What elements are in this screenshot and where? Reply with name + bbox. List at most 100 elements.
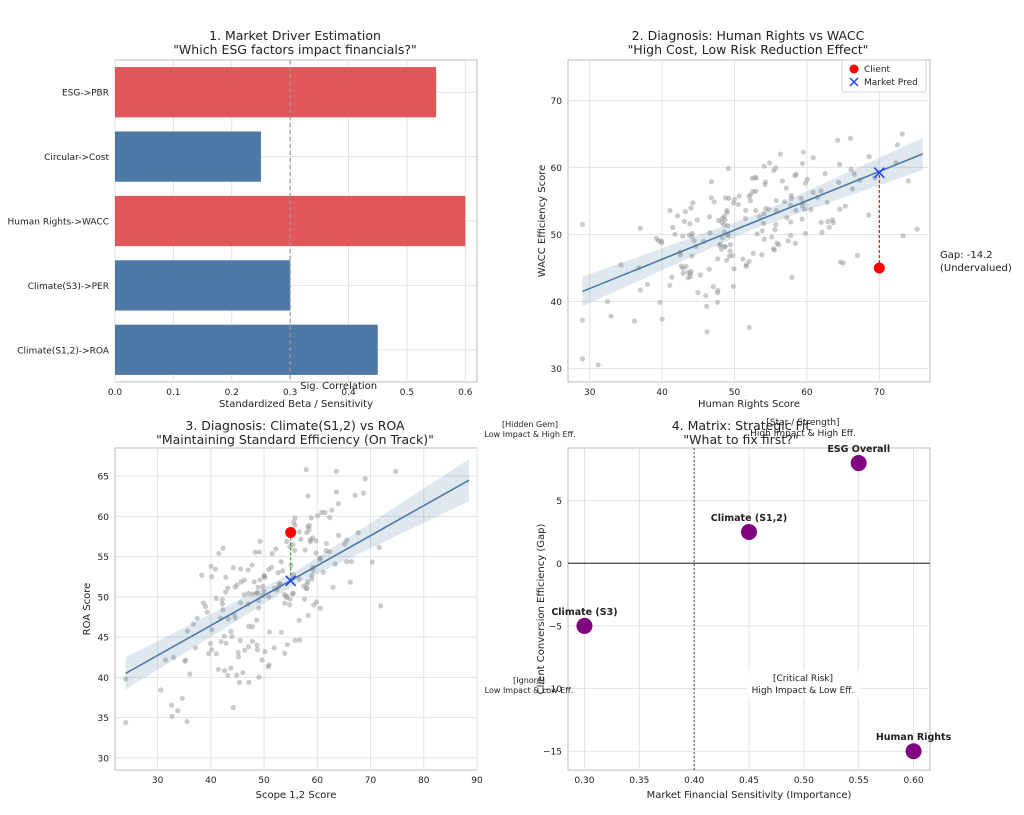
scatter-point	[735, 201, 741, 208]
scatter-point	[724, 209, 730, 216]
scatter-point	[278, 559, 284, 565]
panel4-subtitle: "What to fix first?"	[683, 432, 798, 447]
y-tick-label: 40	[551, 298, 563, 308]
scatter-point	[770, 246, 777, 252]
scatter-point	[667, 208, 673, 214]
scatter-point	[771, 247, 777, 253]
matrix-point-label: Climate (S1,2)	[711, 513, 787, 524]
scatter-point	[579, 221, 586, 227]
panel1-xlabel: Standardized Beta / Sensitivity	[219, 399, 373, 410]
scatter-point	[704, 303, 710, 309]
panel1-reference: Sig. Correlation	[289, 60, 377, 392]
scatter-point	[722, 217, 728, 223]
legend-client-marker	[849, 64, 859, 74]
scatter-point	[819, 229, 825, 235]
scatter-point	[246, 623, 252, 629]
scatter-point	[672, 231, 678, 238]
scatter-point	[228, 628, 234, 635]
y-tick-label: 5	[556, 497, 562, 507]
scatter-point	[204, 609, 210, 615]
scatter-point	[257, 577, 263, 583]
scatter-point	[695, 289, 701, 296]
legend-market-pred-marker	[849, 77, 859, 87]
scatter-point	[313, 599, 320, 605]
scatter-point	[800, 149, 806, 155]
scatter-point	[194, 615, 200, 622]
panel1-x-ticks: 0.0 0.1 0.2 0.3 0.4 0.5 0.6	[108, 388, 473, 398]
scatter-point	[290, 542, 296, 548]
scatter-point	[378, 603, 384, 609]
scatter-point	[257, 538, 263, 544]
scatter-point	[313, 538, 319, 544]
scatter-point	[223, 640, 229, 646]
scatter-point	[187, 671, 193, 677]
scatter-point	[265, 664, 271, 670]
scatter-point	[242, 647, 248, 653]
scatter-point	[261, 588, 267, 594]
scatter-point	[213, 595, 219, 602]
scatter-point	[290, 590, 296, 596]
y-tick-label: 30	[98, 754, 110, 764]
market-pred-stroke	[873, 167, 885, 179]
scatter-point	[653, 235, 659, 241]
scatter-point	[307, 539, 313, 545]
panel2-gap-sublabel: (Undervalued)	[940, 263, 1012, 274]
panel1-title: 1. Market Driver Estimation	[209, 28, 381, 43]
scatter-point	[905, 178, 911, 184]
scatter-point	[686, 232, 692, 238]
scatter-point	[311, 602, 317, 608]
scatter-point	[223, 574, 229, 580]
quadrant-hidden-gem-desc: Low Impact & High Eff.	[484, 430, 575, 439]
y-tick-label: 70	[551, 97, 563, 107]
scatter-point	[740, 256, 746, 262]
bar	[115, 260, 291, 311]
x-tick-label: 60	[312, 776, 324, 786]
scatter-point	[246, 679, 252, 685]
scatter-point	[747, 198, 754, 204]
panel-market-driver-estimation: 1. Market Driver Estimation "Which ESG f…	[8, 28, 478, 410]
scatter-point	[837, 161, 843, 167]
matrix-point-label: Human Rights	[876, 732, 952, 743]
scatter-point	[771, 167, 777, 174]
category-label: ESG->PBR	[62, 89, 109, 99]
y-tick-label: 0	[556, 560, 562, 570]
scatter-point	[837, 206, 843, 212]
scatter-point	[719, 215, 726, 221]
scatter-point	[743, 207, 749, 213]
y-tick-label: 50	[98, 593, 110, 603]
x-tick-label: 60	[801, 388, 813, 398]
x-tick-label: 0.55	[849, 776, 869, 786]
panel1-subtitle: "Which ESG factors impact financials?"	[173, 42, 417, 57]
scatter-point	[689, 233, 695, 239]
scatter-point	[761, 236, 767, 242]
scatter-point	[688, 205, 694, 211]
scatter-point	[208, 563, 214, 569]
scatter-point	[303, 585, 309, 592]
scatter-point	[779, 178, 786, 184]
scatter-point	[313, 550, 319, 556]
scatter-point	[301, 583, 307, 589]
matrix-point-label: Climate (S3)	[551, 607, 617, 618]
panel2-plot-area	[567, 59, 931, 383]
scatter-point	[342, 541, 348, 547]
scatter-point	[678, 263, 684, 269]
panel3-grid	[115, 448, 478, 770]
x-tick-label: 0.6	[458, 388, 473, 398]
scatter-point	[746, 258, 752, 265]
scatter-point	[281, 591, 287, 598]
scatter-point	[238, 600, 244, 606]
bar	[115, 67, 437, 118]
panel3-xlabel: Scope 1,2 Score	[256, 790, 337, 801]
scatter-point	[275, 570, 281, 576]
scatter-point	[721, 213, 728, 219]
y-tick-label: 55	[98, 553, 109, 563]
scatter-point	[302, 547, 308, 553]
scatter-point	[788, 192, 795, 199]
scatter-point	[706, 214, 713, 220]
panel4-ylabel: Client Conversion Efficiency (Gap)	[536, 524, 547, 695]
scatter-point	[785, 238, 791, 244]
scatter-point	[830, 219, 836, 226]
scatter-point	[681, 218, 687, 224]
scatter-point	[326, 549, 333, 555]
scatter-point	[718, 241, 724, 247]
